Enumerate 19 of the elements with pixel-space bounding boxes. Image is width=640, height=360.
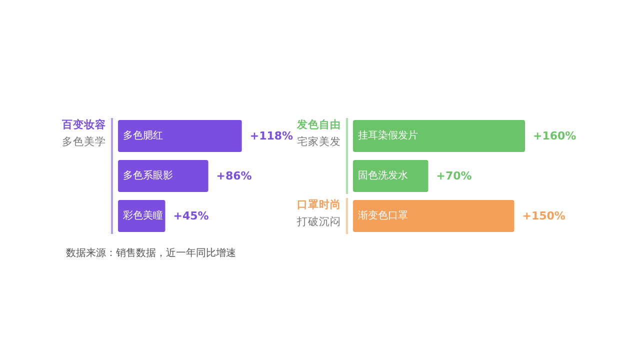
data-label: +150% bbox=[522, 210, 566, 222]
data-label: +70% bbox=[436, 170, 472, 182]
data-label: +160% bbox=[533, 130, 576, 142]
y-tick-label: 挂耳染假发片 bbox=[358, 130, 418, 142]
text: 百变妆容 bbox=[61, 118, 106, 132]
source-note: 数据来源：销售数据，近一年同比增速 bbox=[66, 246, 236, 260]
text: 打破沉闷 bbox=[296, 215, 341, 229]
data-label: +118% bbox=[250, 130, 294, 142]
y-tick-label: 彩色美瞳 bbox=[123, 210, 163, 222]
text: 宅家美发 bbox=[297, 136, 341, 148]
y-tick-label: 固色洗发水 bbox=[358, 170, 408, 182]
y-tick-label: 渐变色口罩 bbox=[358, 210, 408, 222]
data-label: +45% bbox=[173, 210, 209, 222]
data-label: +86% bbox=[216, 170, 252, 182]
text: 发色自由 bbox=[297, 119, 341, 131]
text: 多色美学 bbox=[61, 135, 106, 149]
text: 口罩时尚 bbox=[296, 198, 341, 212]
y-tick-label: 多色系眼影 bbox=[123, 170, 173, 182]
y-tick-label: 多色腮红 bbox=[123, 130, 163, 142]
